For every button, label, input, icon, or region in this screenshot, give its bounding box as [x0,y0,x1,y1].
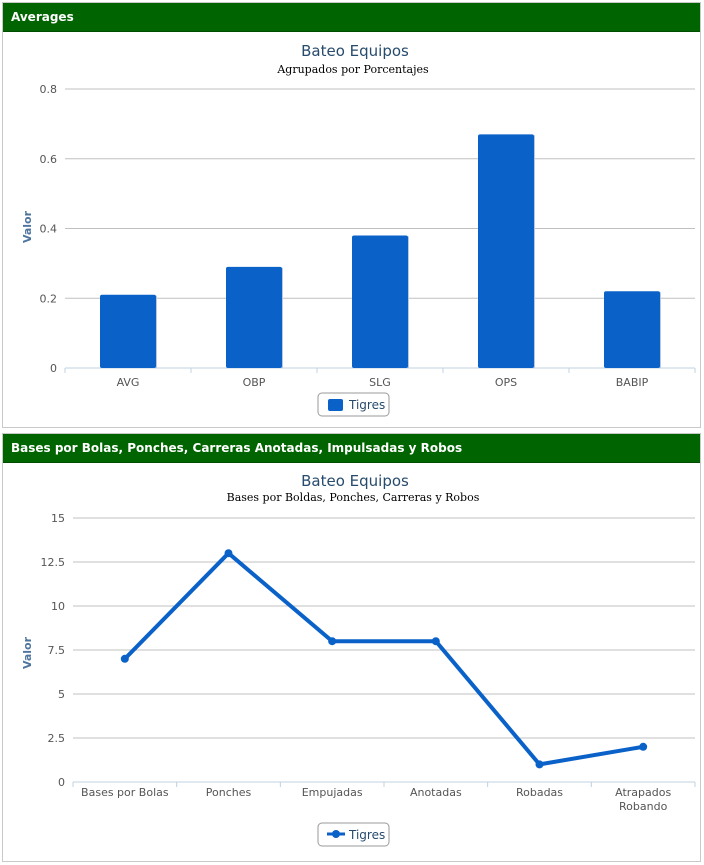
legend-box[interactable] [317,822,390,847]
y-tick-label: 7.5 [48,644,66,657]
x-tick-label: Bases por Bolas [81,786,169,799]
x-tick-label: Robadas [516,786,563,799]
y-tick-label: 5 [58,688,65,701]
y-tick-label: 0 [58,776,65,789]
y-tick-label: 0.6 [40,153,58,166]
y-tick-label: 0.2 [40,292,58,305]
y-tick-label: 0.8 [40,83,58,96]
data-point[interactable] [224,549,233,558]
bar[interactable] [226,266,282,368]
averages-panel: Averages Bateo Equipos Agrupados por Por… [2,2,701,428]
x-tick-label: SLG [369,376,391,389]
bar[interactable] [478,134,534,368]
y-axis-label: Valor [21,636,34,669]
x-tick-label: Ponches [206,786,252,799]
x-tick-label: BABIP [616,376,649,389]
legend[interactable]: Tigres [317,822,390,847]
panel-header-averages: Averages [3,3,700,32]
y-tick-label: 12.5 [41,556,66,569]
panel-header-bases: Bases por Bolas, Ponches, Carreras Anota… [3,434,700,463]
x-tick-label: Empujadas [302,786,363,799]
data-point[interactable] [639,742,648,751]
data-point[interactable] [535,760,544,769]
y-tick-label: 2.5 [48,732,66,745]
bases-panel: Bases por Bolas, Ponches, Carreras Anota… [2,433,701,862]
data-point[interactable] [328,637,337,646]
bar[interactable] [100,294,156,368]
data-point[interactable] [120,654,129,663]
y-tick-label: 15 [51,512,65,525]
y-tick-label: 0 [50,362,57,375]
bar-chart: Bateo Equipos Agrupados por Porcentajes … [21,42,696,417]
series-line [123,551,644,767]
y-axis-label: Valor [21,210,34,243]
legend-swatch [328,399,343,411]
data-point[interactable] [431,637,440,646]
x-tick-label: Atrapados Robando [615,786,671,813]
chart-subtitle: Bases por Boldas, Ponches, Carreras y Ro… [227,491,480,504]
chart-subtitle: Agrupados por Porcentajes [276,63,429,76]
y-tick-label: 0.4 [40,223,58,236]
x-tick-label: AVG [117,376,140,389]
line-chart: Bateo Equipos Bases por Boldas, Ponches,… [21,472,696,847]
legend-item-label[interactable]: Tigres [348,398,385,412]
legend-marker [332,830,340,838]
x-tick-label: Anotadas [410,786,462,799]
legend-item-label[interactable]: Tigres [348,828,385,842]
bar[interactable] [352,235,408,368]
x-tick-label: OBP [243,376,266,389]
chart-title: Bateo Equipos [301,472,409,490]
legend[interactable]: Tigres [317,392,390,417]
bar[interactable] [604,291,660,368]
y-tick-label: 10 [51,600,65,613]
chart-title: Bateo Equipos [301,42,409,60]
x-tick-label: OPS [495,376,517,389]
